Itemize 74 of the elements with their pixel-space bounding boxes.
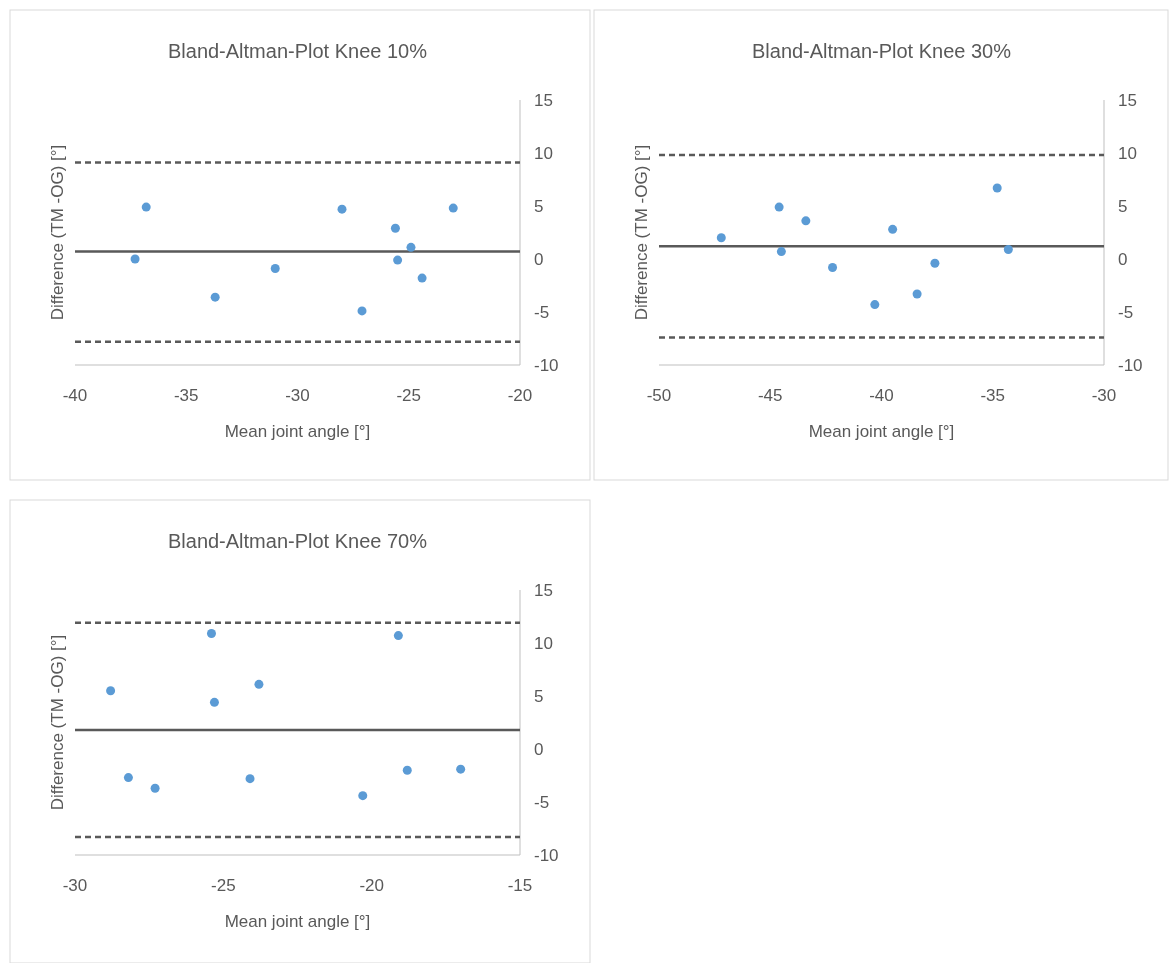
y-tick-label: 15 [534, 91, 553, 110]
y-tick-label: 5 [534, 197, 544, 216]
point [393, 255, 403, 265]
x-tick-label: -40 [869, 386, 894, 405]
y-tick-label: -10 [1118, 356, 1143, 375]
x-tick-label: -25 [211, 876, 236, 895]
point [870, 300, 880, 310]
point [448, 203, 458, 213]
y-tick-label: 10 [534, 634, 553, 653]
y-tick-label: 0 [534, 740, 544, 759]
x-tick-label: -15 [507, 876, 533, 895]
point [828, 262, 838, 272]
x-tick-label: -30 [62, 876, 88, 895]
x-tick-label: -35 [173, 386, 199, 405]
y-tick-label: -10 [534, 846, 559, 865]
point [206, 628, 216, 638]
y-tick-label: -5 [534, 793, 550, 812]
y-axis-title: Difference (TM -OG) [°] [48, 144, 67, 321]
x-tick-label: -20 [359, 876, 384, 895]
y-tick-label: 15 [1118, 91, 1137, 110]
point [245, 774, 255, 784]
point [210, 292, 220, 302]
point [402, 765, 412, 775]
point [254, 679, 264, 689]
point [209, 697, 219, 707]
y-tick-label: 5 [534, 687, 544, 706]
y-tick-label: 0 [534, 250, 544, 269]
point [774, 202, 784, 212]
x-tick-label: -35 [980, 386, 1006, 405]
x-axis-title: Mean joint angle [°] [224, 422, 371, 441]
y-tick-label: -10 [534, 356, 559, 375]
point [456, 764, 466, 774]
point [888, 224, 898, 234]
chart-title: Bland-Altman-Plot Knee 70% [167, 530, 428, 552]
point [357, 306, 367, 316]
x-tick-label: -20 [507, 386, 533, 405]
point [930, 258, 940, 268]
x-tick-label: -50 [646, 386, 672, 405]
point [123, 773, 133, 783]
x-tick-label: -25 [396, 386, 422, 405]
point [912, 289, 922, 299]
x-axis-title: Mean joint angle [°] [808, 422, 955, 441]
x-axis-title: Mean joint angle [°] [224, 912, 371, 931]
point [358, 791, 368, 801]
point [1003, 244, 1013, 254]
y-axis-title: Difference (TM -OG) [°] [632, 144, 651, 321]
point [992, 183, 1002, 193]
y-tick-label: 10 [1118, 144, 1137, 163]
x-tick-label: -45 [757, 386, 783, 405]
point [801, 216, 811, 226]
point [337, 204, 347, 214]
chart-title: Bland-Altman-Plot Knee 30% [751, 40, 1012, 62]
y-tick-label: 10 [534, 144, 553, 163]
point [393, 631, 403, 641]
y-tick-label: -5 [1118, 303, 1134, 322]
point [417, 273, 427, 283]
x-tick-label: -30 [285, 386, 310, 405]
x-tick-label: -30 [1091, 386, 1117, 405]
point [406, 242, 416, 252]
point [270, 264, 280, 274]
y-tick-label: 5 [1118, 197, 1128, 216]
point [130, 254, 140, 264]
y-tick-label: 15 [534, 581, 553, 600]
x-tick-label: -40 [62, 386, 88, 405]
point [106, 686, 116, 696]
point [141, 202, 151, 212]
point [150, 783, 160, 793]
y-axis-title: Difference (TM -OG) [°] [48, 634, 67, 811]
point [390, 223, 400, 233]
y-tick-label: -5 [534, 303, 550, 322]
chart-title: Bland-Altman-Plot Knee 10% [167, 40, 428, 62]
y-tick-label: 0 [1118, 250, 1128, 269]
point [776, 247, 786, 257]
point [716, 233, 726, 243]
